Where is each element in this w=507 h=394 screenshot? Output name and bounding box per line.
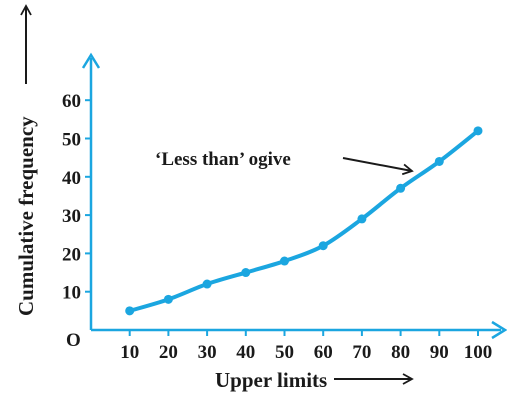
x-tick-label: 100 bbox=[464, 342, 493, 363]
data-point bbox=[318, 241, 328, 251]
ogive-curve bbox=[127, 128, 480, 313]
data-point bbox=[125, 306, 135, 316]
x-tick-label: 60 bbox=[314, 342, 333, 363]
x-tick-label: 50 bbox=[275, 342, 294, 363]
x-tick-label: 70 bbox=[352, 342, 371, 363]
annotation-arrow bbox=[342, 157, 414, 176]
data-point bbox=[241, 268, 251, 278]
y-tick-label: 60 bbox=[62, 91, 81, 112]
data-point bbox=[280, 256, 289, 266]
x-axis-title: Upper limits bbox=[215, 368, 327, 392]
y-tick-label: 50 bbox=[62, 130, 81, 151]
x-tick-label: 40 bbox=[236, 342, 255, 363]
data-point bbox=[434, 156, 444, 166]
x-axis-arrow bbox=[491, 320, 507, 340]
data-point bbox=[163, 294, 173, 304]
data-point bbox=[202, 279, 212, 289]
x-tick-label: 10 bbox=[120, 342, 139, 363]
x-tick-label: 30 bbox=[198, 342, 217, 363]
y-tick-label: 40 bbox=[62, 168, 81, 189]
origin-label: O bbox=[66, 330, 81, 351]
y-axis-title: Cumulative frequency bbox=[14, 116, 38, 316]
ogive-annotation: ‘Less than’ ogive bbox=[155, 149, 291, 170]
data-point bbox=[357, 214, 367, 224]
y-tick-label: 30 bbox=[62, 206, 81, 227]
y-tick-label: 20 bbox=[62, 244, 81, 265]
y-tick-label: 10 bbox=[62, 283, 81, 304]
y-axis-arrow bbox=[81, 52, 101, 69]
data-point bbox=[473, 126, 483, 136]
x-tick-label: 90 bbox=[430, 342, 449, 363]
x-tick-label: 80 bbox=[391, 342, 410, 363]
data-point bbox=[396, 183, 406, 193]
x-tick-label: 20 bbox=[159, 342, 178, 363]
